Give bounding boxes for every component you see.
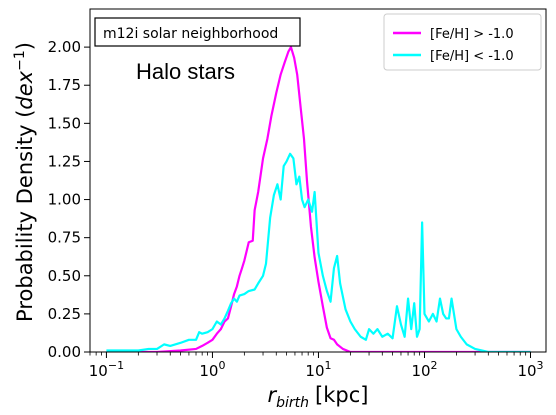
y-axis-label-italic: dex — [13, 70, 37, 109]
y-tick-label-3: 0.75 — [48, 229, 81, 247]
series-line-0 — [106, 46, 531, 352]
x-tick-label-1: 100 — [199, 359, 225, 380]
legend-label-fe-h-high: [Fe/H] > -1.0 — [430, 27, 514, 42]
y-tick-label-2: 0.50 — [48, 267, 81, 285]
annotation-halo-stars: Halo stars — [136, 59, 235, 84]
series-line-1 — [106, 152, 531, 352]
x-axis-label-sub: birth — [276, 395, 309, 411]
y-tick-label-5: 1.25 — [48, 152, 81, 170]
y-tick-label-1: 0.25 — [48, 305, 81, 323]
y-tick-label-0: 0.00 — [48, 343, 81, 361]
x-tick-label-2: 101 — [305, 359, 331, 380]
y-axis-label-main: Probability Density ( — [13, 110, 37, 322]
legend-box — [383, 13, 542, 71]
x-tick-label-0: 10−1 — [89, 359, 124, 380]
y-axis-label-sup: −1 — [12, 50, 28, 71]
y-tick-label-8: 2.00 — [48, 38, 81, 56]
legend: [Fe/H] > -1.0 [Fe/H] < -1.0 — [383, 13, 542, 71]
x-axis-label-unit: [kpc] — [315, 383, 368, 407]
y-axis-label: Probability Density (dex−1) — [12, 42, 37, 322]
x-axis-label: rbirth [kpc] — [268, 383, 369, 411]
annotation-box-text: m12i solar neighborhood — [103, 26, 278, 42]
y-tick-label-7: 1.75 — [48, 76, 81, 94]
x-tick-label-4: 103 — [517, 359, 543, 380]
annotation-box — [94, 17, 301, 47]
legend-label-fe-h-low: [Fe/H] < -1.0 — [430, 49, 514, 64]
y-axis-label-close: ) — [13, 42, 37, 50]
y-tick-label-4: 1.00 — [48, 191, 81, 209]
x-tick-label-3: 102 — [411, 359, 437, 380]
x-axis-label-main: r — [268, 383, 278, 407]
y-tick-label-6: 1.50 — [48, 114, 81, 132]
